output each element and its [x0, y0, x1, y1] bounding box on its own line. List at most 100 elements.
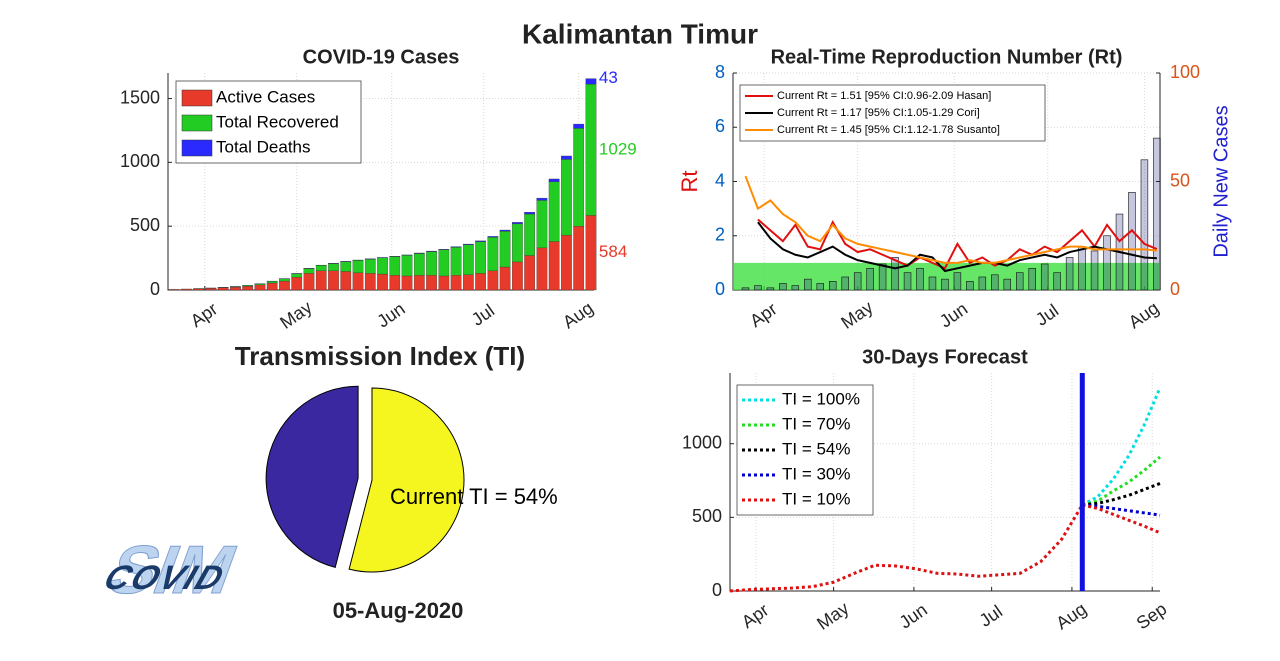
bar-segment	[364, 273, 376, 291]
new-cases-bar	[1103, 235, 1111, 291]
bar-segment	[279, 278, 290, 282]
bar-segment	[315, 270, 327, 291]
x-tick-label: Jun	[373, 298, 408, 331]
legend-label: TI = 54%	[782, 439, 851, 458]
bar-segment	[413, 252, 425, 254]
bar-segment	[181, 288, 192, 291]
logo-back: SIM	[98, 531, 247, 608]
bar-segment	[205, 288, 217, 291]
chart-title: Real-Time Reproduction Number (Rt)	[771, 46, 1123, 68]
legend-swatch	[181, 89, 213, 107]
chart-title: COVID-19 Cases	[303, 46, 460, 68]
bar-segment	[254, 284, 266, 291]
bar-segment	[303, 268, 315, 274]
bar-segment	[462, 244, 474, 275]
bar-segment	[315, 265, 327, 272]
y-tick-label: 1500	[120, 87, 160, 107]
bar-segment	[450, 247, 462, 276]
bar-segment	[573, 123, 585, 129]
bar-segment	[475, 240, 486, 242]
bar-segment	[548, 178, 560, 182]
new-cases-bar	[1153, 137, 1161, 291]
x-tick-label: Aug	[1052, 599, 1090, 634]
new-cases-bar	[953, 272, 962, 291]
legend-label: Current Rt = 1.51 [95% CI:0.96-2.09 Hasa…	[777, 90, 991, 102]
bar-segment	[377, 273, 388, 291]
bar-segment	[573, 128, 585, 227]
page-title: Kalimantan Timur	[522, 18, 758, 49]
chart-title: Transmission Index (TI)	[235, 341, 525, 371]
bar-segment	[487, 270, 499, 291]
bar-segment	[242, 286, 254, 291]
new-cases-bar	[878, 263, 887, 291]
bar-segment	[401, 255, 413, 277]
bar-segment	[585, 83, 597, 216]
bar-segment	[512, 223, 523, 263]
y2-tick-label: 100	[1170, 62, 1200, 82]
bar-segment	[193, 288, 205, 291]
bar-segment	[291, 277, 303, 291]
pie-slice	[348, 387, 465, 573]
new-cases-bar	[941, 278, 949, 291]
bar-segment	[561, 234, 572, 291]
x-tick-label: Jul	[1032, 300, 1062, 330]
bar-segment	[548, 181, 560, 242]
bar-segment	[352, 260, 364, 273]
bar-segment	[561, 155, 572, 160]
new-cases-bar	[829, 281, 837, 291]
bar-segment	[438, 249, 450, 250]
legend-swatch	[181, 114, 213, 132]
bar-segment	[217, 287, 229, 291]
new-cases-bar	[816, 283, 824, 291]
x-tick-label: Sep	[1133, 599, 1171, 634]
legend-label: Current Rt = 1.45 [95% CI:1.12-1.78 Susa…	[777, 124, 1000, 136]
x-tick-label: Aug	[1125, 298, 1163, 333]
bar-segment	[524, 213, 536, 256]
legend: Current Rt = 1.51 [95% CI:0.96-2.09 Hasa…	[739, 84, 1046, 142]
y-tick-label: 1000	[120, 151, 160, 171]
bar-segment	[450, 246, 462, 248]
legend: Active Cases Total Recovered Total Deaths	[175, 80, 362, 164]
new-cases-bar	[1028, 267, 1036, 291]
bar-segment	[536, 197, 548, 201]
y2-tick-label: 0	[1170, 279, 1180, 299]
bar-segment	[426, 250, 437, 252]
bar-segment	[499, 266, 511, 291]
bar-segment	[266, 281, 278, 284]
new-cases-bar	[1090, 250, 1099, 291]
y2-tick-label: 50	[1170, 170, 1190, 190]
series-line	[1082, 503, 1161, 517]
legend-label: TI = 100%	[782, 389, 860, 408]
x-tick-label: Apr	[746, 299, 780, 331]
bar-segment	[475, 273, 486, 291]
series-line	[757, 218, 1158, 270]
bar-segment	[328, 263, 339, 272]
bar-segment	[303, 273, 315, 291]
new-cases-bar	[891, 257, 899, 291]
bar-segment	[536, 247, 548, 291]
new-cases-bar	[841, 276, 849, 291]
y-tick-label: 0	[715, 279, 725, 299]
data-label: 43	[599, 68, 618, 87]
bar-segment	[548, 241, 560, 291]
new-cases-bar	[741, 287, 750, 291]
bar-segment	[487, 237, 499, 272]
new-cases-bar	[1040, 263, 1049, 291]
bar-segment	[585, 78, 597, 85]
bar-segment	[230, 286, 241, 291]
series-line	[744, 175, 1157, 264]
series-line	[1082, 482, 1161, 507]
bar-segment	[377, 257, 388, 275]
logo: SIM COVID	[98, 530, 248, 608]
bar-segment	[254, 283, 266, 286]
bar-segment	[573, 226, 585, 291]
bar-segment	[340, 261, 352, 272]
legend-label: TI = 70%	[782, 414, 851, 433]
bar-segment	[524, 255, 536, 291]
x-tick-label: Jun	[936, 298, 971, 331]
bar-segment	[291, 273, 303, 278]
new-cases-bar	[791, 285, 800, 291]
y-tick-label: 500	[692, 506, 722, 526]
y-tick-label: 500	[130, 215, 160, 235]
